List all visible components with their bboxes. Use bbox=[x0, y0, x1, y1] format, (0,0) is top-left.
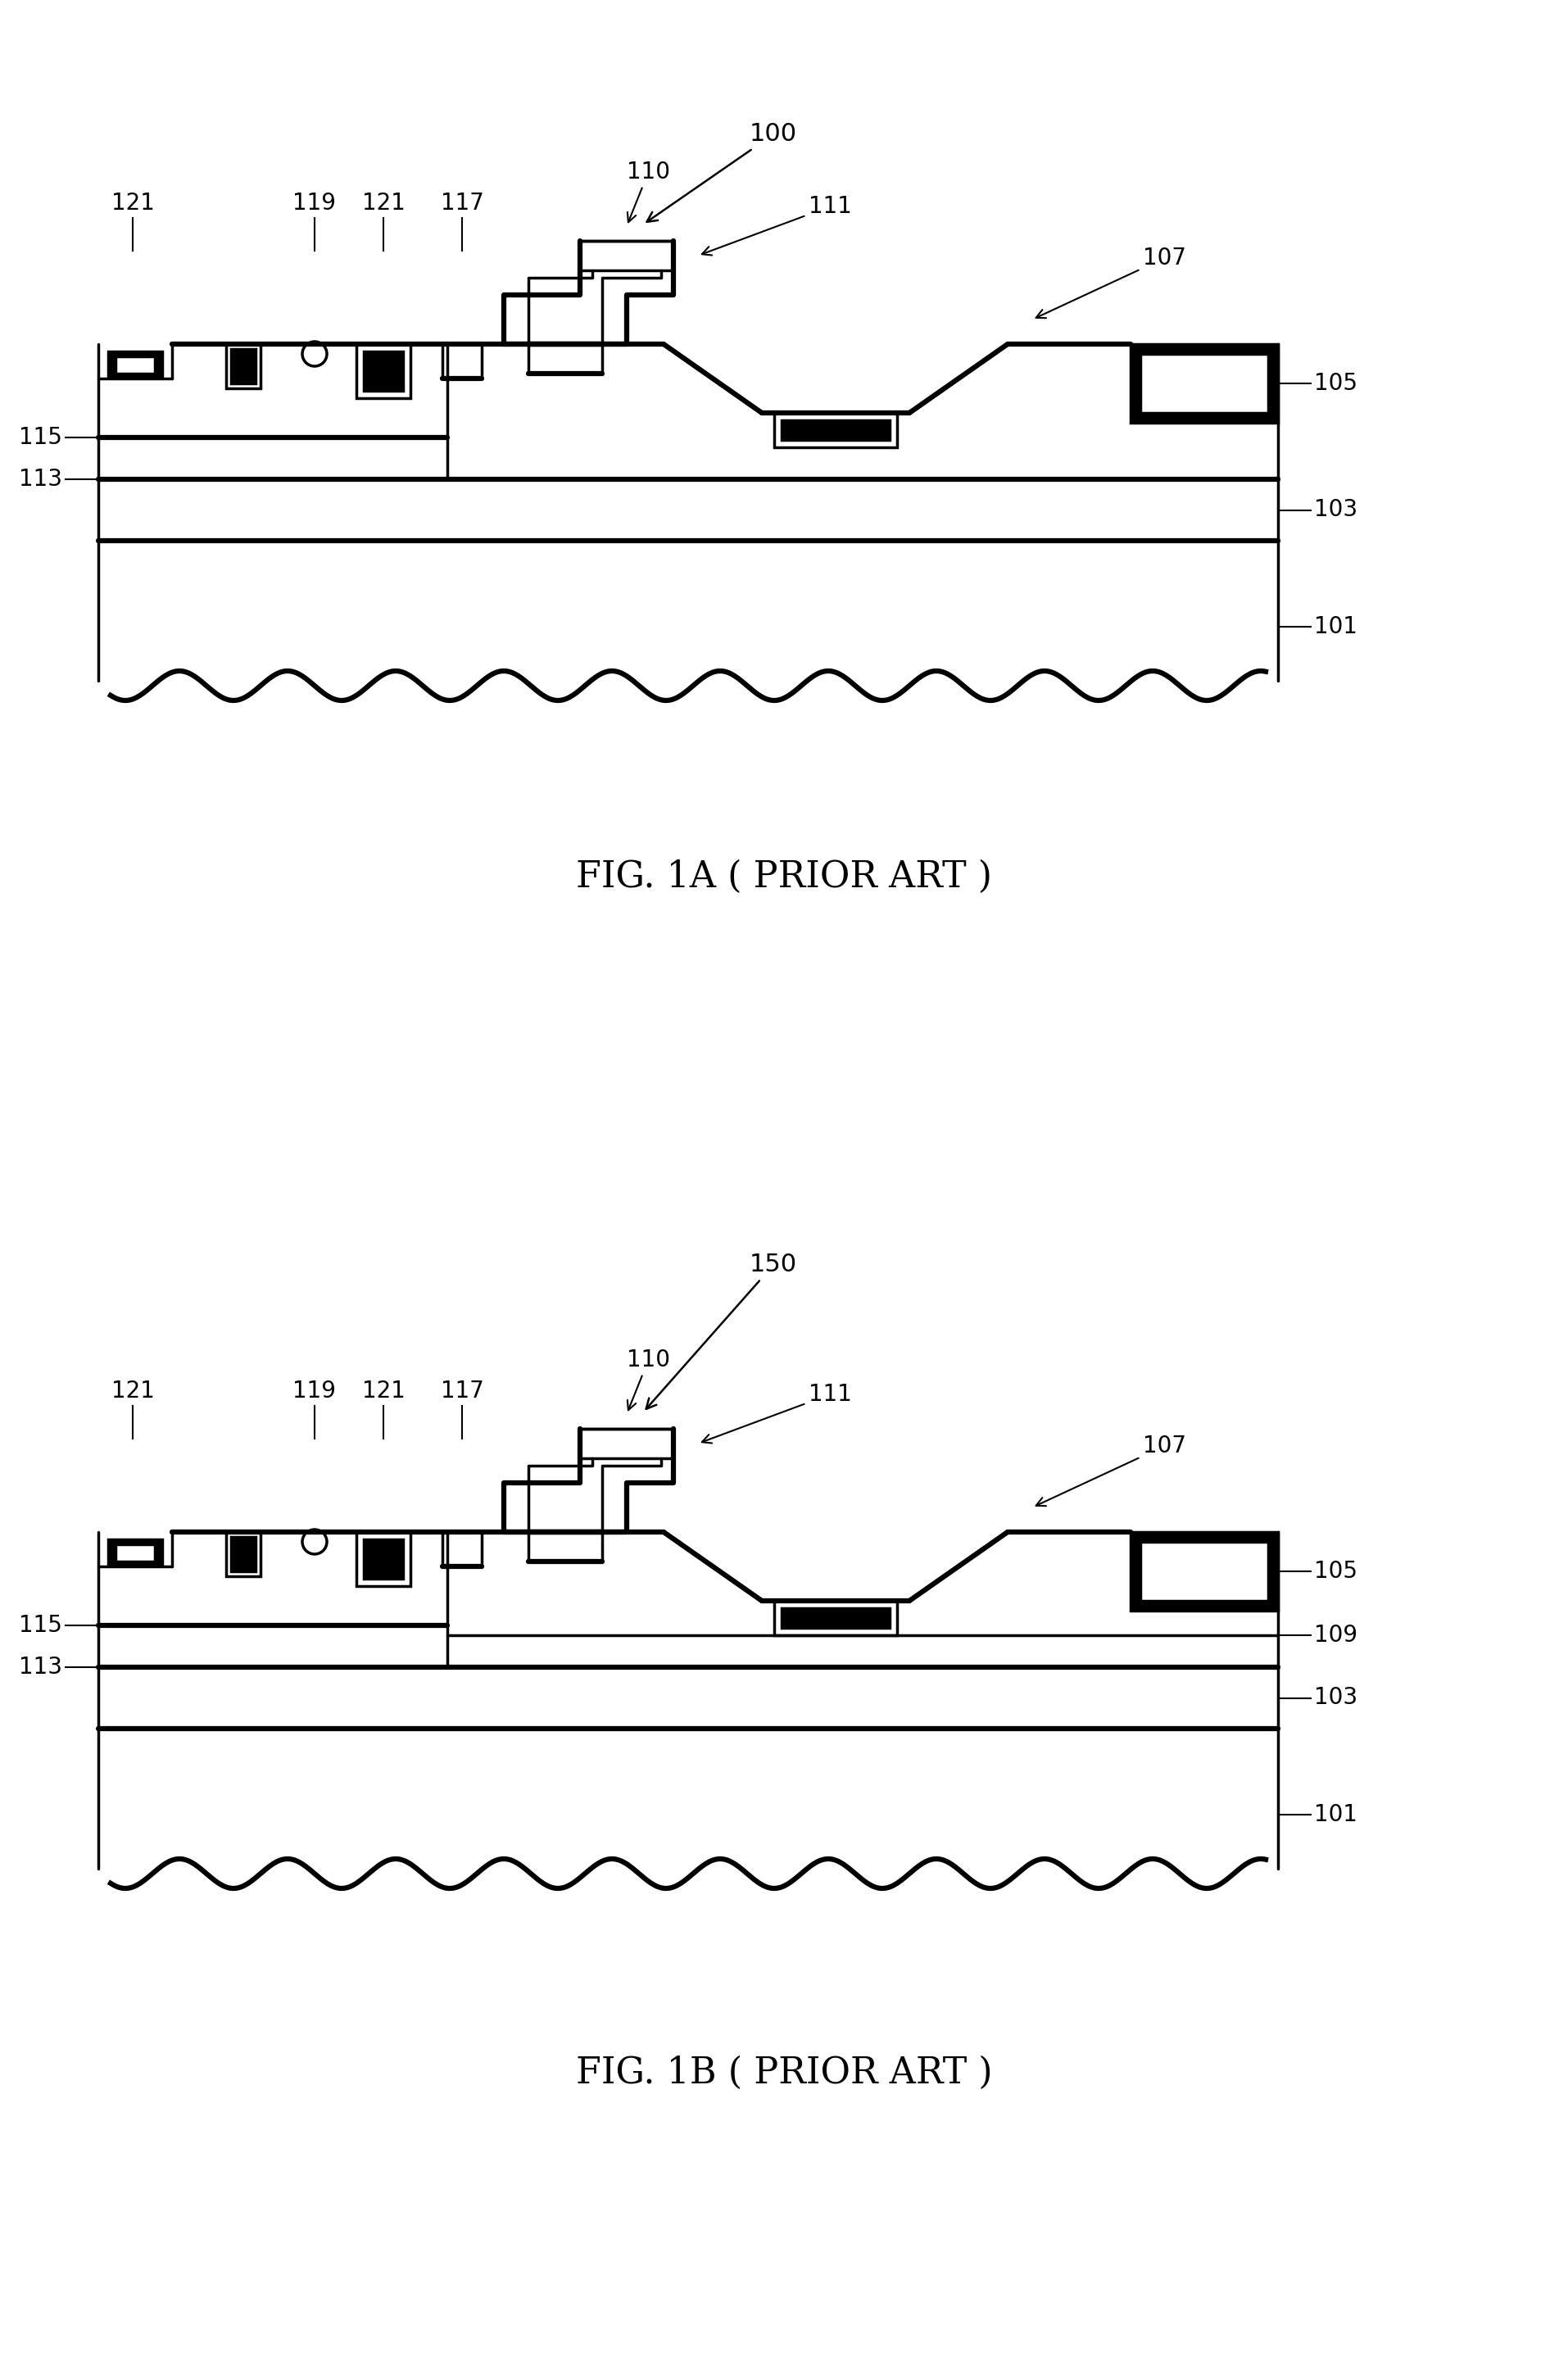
Circle shape bbox=[303, 341, 326, 367]
Text: 115: 115 bbox=[19, 426, 63, 450]
Bar bbox=[226, 343, 260, 388]
Bar bbox=[226, 1533, 260, 1576]
Text: 121: 121 bbox=[111, 1379, 154, 1403]
Bar bbox=[1140, 1543, 1269, 1602]
Text: 117: 117 bbox=[441, 192, 483, 215]
Bar bbox=[356, 343, 411, 397]
Bar bbox=[775, 1602, 897, 1635]
Text: 113: 113 bbox=[19, 468, 63, 490]
Text: 101: 101 bbox=[1314, 1803, 1358, 1827]
Text: 121: 121 bbox=[111, 192, 154, 215]
Bar bbox=[364, 1540, 403, 1578]
Bar bbox=[442, 343, 481, 379]
Text: 110: 110 bbox=[627, 161, 670, 222]
Text: 111: 111 bbox=[702, 1382, 851, 1443]
Text: FIG. 1A ( PRIOR ART ): FIG. 1A ( PRIOR ART ) bbox=[575, 859, 993, 894]
Bar bbox=[108, 1540, 162, 1564]
Bar bbox=[116, 357, 155, 374]
Text: FIG. 1B ( PRIOR ART ): FIG. 1B ( PRIOR ART ) bbox=[575, 2056, 993, 2092]
Bar bbox=[580, 1429, 673, 1457]
Bar bbox=[230, 350, 256, 383]
Text: 103: 103 bbox=[1314, 499, 1358, 521]
Text: 119: 119 bbox=[293, 1379, 336, 1403]
Bar bbox=[528, 343, 602, 374]
Text: 103: 103 bbox=[1314, 1687, 1358, 1708]
Bar bbox=[781, 1609, 889, 1628]
Bar bbox=[528, 1533, 602, 1562]
Text: 110: 110 bbox=[627, 1349, 670, 1410]
Text: 150: 150 bbox=[646, 1254, 797, 1410]
Text: 107: 107 bbox=[1036, 246, 1187, 317]
Bar bbox=[775, 414, 897, 447]
Bar bbox=[108, 353, 162, 376]
Bar bbox=[230, 1538, 256, 1571]
Bar bbox=[580, 241, 673, 270]
Text: 105: 105 bbox=[1314, 371, 1358, 395]
Text: 101: 101 bbox=[1314, 615, 1358, 639]
Bar bbox=[1131, 343, 1278, 424]
Circle shape bbox=[303, 1528, 326, 1554]
Text: 100: 100 bbox=[648, 123, 797, 222]
Text: 115: 115 bbox=[19, 1614, 63, 1637]
Text: 109: 109 bbox=[1314, 1623, 1358, 1647]
Bar bbox=[1140, 355, 1269, 414]
Text: 105: 105 bbox=[1314, 1559, 1358, 1583]
Text: 113: 113 bbox=[19, 1656, 63, 1677]
Bar bbox=[442, 1533, 481, 1566]
Text: 121: 121 bbox=[362, 192, 405, 215]
Bar bbox=[364, 353, 403, 390]
Text: 111: 111 bbox=[702, 194, 851, 256]
Bar bbox=[356, 1533, 411, 1585]
Text: 107: 107 bbox=[1036, 1434, 1187, 1505]
Text: 119: 119 bbox=[293, 192, 336, 215]
Bar bbox=[1131, 1533, 1278, 1611]
Bar bbox=[116, 1545, 155, 1562]
Text: 117: 117 bbox=[441, 1379, 483, 1403]
Text: 121: 121 bbox=[362, 1379, 405, 1403]
Bar bbox=[781, 421, 889, 440]
